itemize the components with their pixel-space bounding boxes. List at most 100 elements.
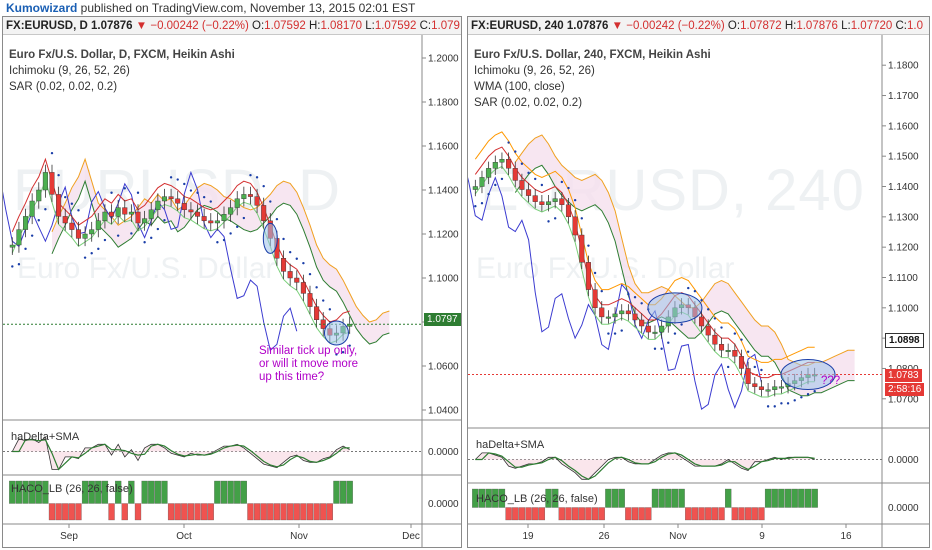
- sar-dot: [607, 332, 610, 335]
- candle: [49, 172, 55, 195]
- price-tick-label: 1.1800: [888, 61, 919, 72]
- hadelta-sma-line: [12, 439, 350, 471]
- candle: [75, 229, 81, 239]
- candle: [499, 159, 505, 163]
- candle: [109, 211, 115, 217]
- legend-ichimoku[interactable]: Ichimoku (9, 26, 52, 26): [9, 65, 130, 77]
- time-tick-label: Nov: [669, 531, 687, 542]
- sar-dot: [196, 191, 199, 194]
- legend-title[interactable]: Euro Fx/U.S. Dollar, 240, FXCM, Heikin A…: [474, 49, 711, 61]
- candle: [36, 189, 42, 202]
- haco-bar: [108, 503, 115, 521]
- last-price: 1.07876: [566, 20, 609, 32]
- haco-axis-label: 0.0000: [428, 499, 459, 510]
- candle: [512, 168, 518, 181]
- haco-bar: [115, 480, 122, 504]
- haco-bar: [187, 503, 195, 521]
- haco-bar: [339, 480, 347, 504]
- candle: [142, 218, 148, 224]
- candle: [95, 220, 101, 230]
- haco-bar: [671, 488, 679, 508]
- sar-dot: [520, 162, 524, 165]
- annotation-text: Similar tick up only, or will it move mo…: [259, 345, 359, 383]
- haco-bar: [498, 488, 506, 508]
- author-link[interactable]: Kumowizard: [6, 1, 78, 15]
- candle: [347, 324, 353, 327]
- sar-dot: [593, 271, 597, 275]
- candle: [161, 196, 167, 202]
- legend-sar[interactable]: SAR (0.02, 0.02, 0.2): [9, 81, 118, 93]
- candle: [479, 177, 485, 187]
- price-tick-label: 1.1800: [428, 98, 459, 109]
- haco-bar: [29, 480, 36, 504]
- sar-dot: [573, 198, 577, 202]
- high-value: 1.08170: [320, 20, 363, 32]
- price-tick-label: 1.1300: [888, 212, 919, 223]
- sar-dot: [500, 177, 504, 181]
- kijun-sen: [474, 146, 815, 379]
- daily-chart-canvas[interactable]: 1.2000 1.1800 1.1600 1.1400 1.1200 1.1000 1.08…: [3, 17, 462, 548]
- haco-bar: [194, 503, 201, 521]
- candle: [486, 168, 492, 178]
- haco-bar: [267, 503, 274, 521]
- sar-dot: [580, 217, 583, 220]
- candle: [62, 216, 68, 224]
- haco-bar: [751, 507, 758, 521]
- candle: [718, 344, 725, 351]
- haco-bar: [68, 503, 75, 521]
- sar-dot: [507, 141, 510, 144]
- haco-bar: [538, 507, 546, 521]
- candle: [135, 211, 141, 224]
- h4-chart-panel[interactable]: EURUSD, 240 Euro Fx/U.S. Dollar 1.1800 1.…: [467, 16, 930, 548]
- price-change: −0.00242 (−0.22%): [626, 20, 725, 32]
- sar-dot: [753, 365, 756, 369]
- hadelta-label[interactable]: haDelta+SMA: [11, 431, 80, 443]
- annotation-question: ???: [821, 375, 841, 387]
- sar-dot: [800, 396, 803, 399]
- hadelta-label[interactable]: haDelta+SMA: [476, 439, 545, 451]
- senkou-span-b: [514, 164, 855, 397]
- haco-bar: [492, 488, 499, 508]
- daily-chart-panel[interactable]: EURUSD, D Euro Fx/U.S. Dollar 1.2000 1.18…: [2, 16, 462, 548]
- sar-dot: [143, 241, 146, 244]
- price-tick-label: 1.1000: [428, 274, 459, 285]
- time-tick-label: 19: [522, 531, 534, 542]
- legend-title[interactable]: Euro Fx/U.S. Dollar, D, FXCM, Heikin Ash…: [9, 49, 235, 61]
- sar-dot: [116, 234, 120, 237]
- haco-bar: [811, 488, 818, 508]
- price-tick-label: 1.1200: [428, 230, 459, 241]
- sar-dot: [786, 402, 790, 405]
- legend-sar[interactable]: SAR (0.02, 0.02, 0.2): [474, 97, 583, 109]
- haco-bar: [618, 488, 625, 508]
- haco-label[interactable]: HACO_LB (26, 26, false): [476, 493, 598, 505]
- legend-ichimoku[interactable]: Ichimoku (9, 26, 52, 26): [474, 65, 595, 77]
- candle: [599, 307, 605, 318]
- haco-bar: [771, 488, 778, 508]
- sar-dot: [209, 200, 212, 203]
- price-change: −0.00242 (−0.22%): [150, 20, 249, 32]
- haco-label[interactable]: HACO_LB (26, 26, false): [11, 483, 133, 495]
- sar-dot: [322, 299, 325, 302]
- candle: [115, 207, 121, 217]
- sar-dot: [813, 390, 816, 393]
- candle: [772, 386, 778, 390]
- haco-bar: [62, 503, 69, 521]
- symbol-label[interactable]: FX:EURUSD, D: [6, 20, 88, 32]
- sar-dot: [687, 286, 690, 290]
- sar-dot: [547, 220, 550, 223]
- symbol-label[interactable]: FX:EURUSD, 240: [471, 20, 564, 32]
- sar-dot: [474, 205, 477, 208]
- haco-bar: [333, 480, 340, 504]
- haco-bar: [678, 488, 685, 508]
- sar-dot: [680, 323, 683, 326]
- h4-chart-canvas[interactable]: 1.1800 1.1700 1.1600 1.1500 1.1400 1.1300 1.12…: [468, 17, 930, 548]
- sar-dot: [262, 184, 265, 188]
- legend-wma[interactable]: WMA (100, close): [474, 81, 565, 93]
- sar-dot: [315, 286, 318, 289]
- price-tick-label: 1.0700: [888, 394, 919, 405]
- sar-dot: [255, 176, 259, 179]
- sar-dot: [613, 332, 617, 335]
- candle: [659, 325, 665, 333]
- sar-dot: [534, 177, 537, 181]
- price-tick-label: 1.1400: [888, 182, 919, 193]
